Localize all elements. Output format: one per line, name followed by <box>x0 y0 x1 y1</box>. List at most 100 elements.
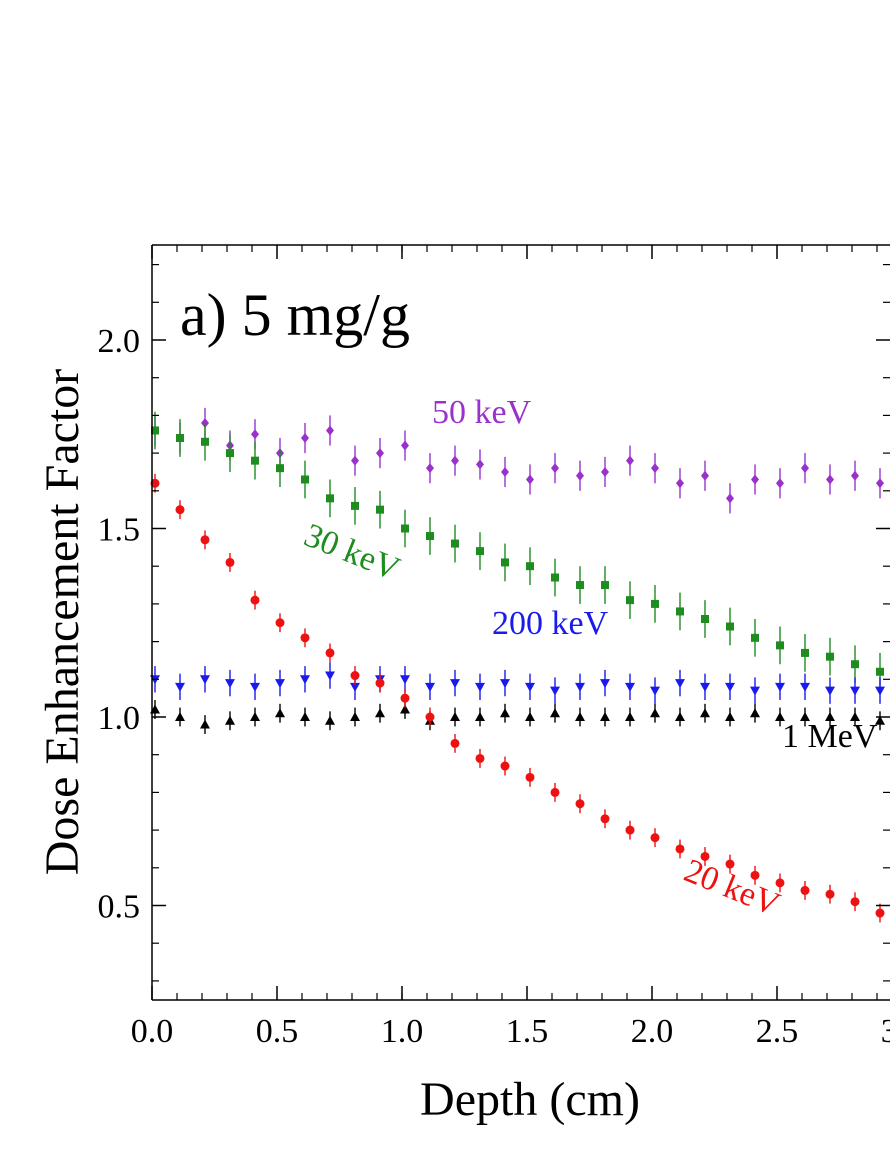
data-point <box>676 478 684 489</box>
series-20-kev <box>150 473 885 923</box>
data-point <box>675 844 685 854</box>
data-point <box>275 679 285 689</box>
data-point <box>225 679 235 689</box>
data-point <box>351 455 359 466</box>
label-50kev: 50 keV <box>432 394 532 431</box>
data-point <box>625 712 635 721</box>
data-point <box>551 573 559 582</box>
data-point <box>576 470 584 481</box>
data-point <box>725 682 735 692</box>
data-point <box>451 539 459 548</box>
data-point <box>526 474 534 485</box>
data-point <box>525 772 535 782</box>
data-point <box>876 478 884 489</box>
data-point <box>275 618 285 628</box>
data-point <box>301 475 309 484</box>
data-point <box>850 686 860 696</box>
data-point <box>676 607 684 616</box>
data-point <box>550 787 560 797</box>
label-200kev: 200 keV <box>492 605 609 642</box>
data-point <box>225 557 235 567</box>
x-tick-label: 1.0 <box>381 1013 424 1050</box>
data-point <box>675 712 685 721</box>
data-point <box>275 708 285 718</box>
data-point <box>600 814 610 824</box>
data-point <box>751 474 759 485</box>
series-200-kev <box>150 662 885 704</box>
data-point <box>200 719 210 729</box>
data-point <box>801 463 809 474</box>
data-point <box>825 686 835 696</box>
data-point <box>500 708 510 718</box>
data-point <box>851 470 859 481</box>
data-point <box>800 712 810 721</box>
data-point <box>351 501 359 510</box>
data-point <box>175 505 185 515</box>
data-point <box>325 671 335 681</box>
data-point <box>600 712 610 721</box>
data-point <box>251 429 259 440</box>
data-point <box>350 682 360 692</box>
axes <box>151 244 890 1001</box>
data-point <box>400 675 410 685</box>
data-point <box>725 859 735 869</box>
data-point <box>350 671 360 681</box>
data-point <box>401 524 409 533</box>
data-point <box>375 678 385 688</box>
axis-ticks: 0.0 0.5 1.0 1.5 2.0 2.5 3.0 0.5 1.0 1.5 2.0 <box>98 245 890 1050</box>
data-point <box>175 712 185 721</box>
data-point <box>476 459 484 470</box>
label-1mev: 1 MeV <box>782 718 878 755</box>
data-point <box>176 434 184 443</box>
data-point <box>875 715 885 725</box>
data-point <box>501 466 509 477</box>
data-point <box>800 885 810 895</box>
data-point <box>425 682 435 692</box>
data-point <box>300 633 310 643</box>
data-point <box>300 712 310 721</box>
data-point <box>350 712 360 721</box>
data-point <box>525 712 535 721</box>
data-point <box>750 870 760 880</box>
y-tick-label: 1.0 <box>98 700 141 737</box>
data-point <box>876 667 884 676</box>
data-point <box>601 581 609 590</box>
data-point <box>776 641 784 650</box>
data-point <box>650 833 660 843</box>
x-tick-label: 0.0 <box>131 1013 174 1050</box>
data-point <box>200 535 210 545</box>
data-point <box>250 682 260 692</box>
data-point <box>650 708 660 718</box>
data-point <box>475 753 485 763</box>
series-1-mev <box>150 700 885 734</box>
x-tick-label: 1.5 <box>506 1013 549 1050</box>
label-30kev: 30 keV <box>299 517 405 589</box>
data-point <box>701 470 709 481</box>
data-point <box>850 897 860 907</box>
data-point <box>476 547 484 556</box>
data-point <box>500 679 510 689</box>
data-point <box>550 708 560 718</box>
data-point <box>626 455 634 466</box>
data-point <box>450 679 460 689</box>
data-marks <box>150 407 885 923</box>
data-point <box>201 437 209 446</box>
data-point <box>600 679 610 689</box>
x-tick-label: 2.0 <box>631 1013 674 1050</box>
y-tick-label: 2.0 <box>98 323 141 360</box>
data-point <box>301 433 309 444</box>
data-point <box>276 464 284 473</box>
data-point <box>325 715 335 725</box>
data-point <box>175 682 185 692</box>
data-point <box>750 686 760 696</box>
data-point <box>550 686 560 696</box>
data-point <box>776 478 784 489</box>
data-point <box>325 648 335 658</box>
data-point <box>800 682 810 692</box>
data-point <box>551 463 559 474</box>
data-point <box>801 648 809 657</box>
data-point <box>701 614 709 623</box>
data-point <box>376 505 384 514</box>
